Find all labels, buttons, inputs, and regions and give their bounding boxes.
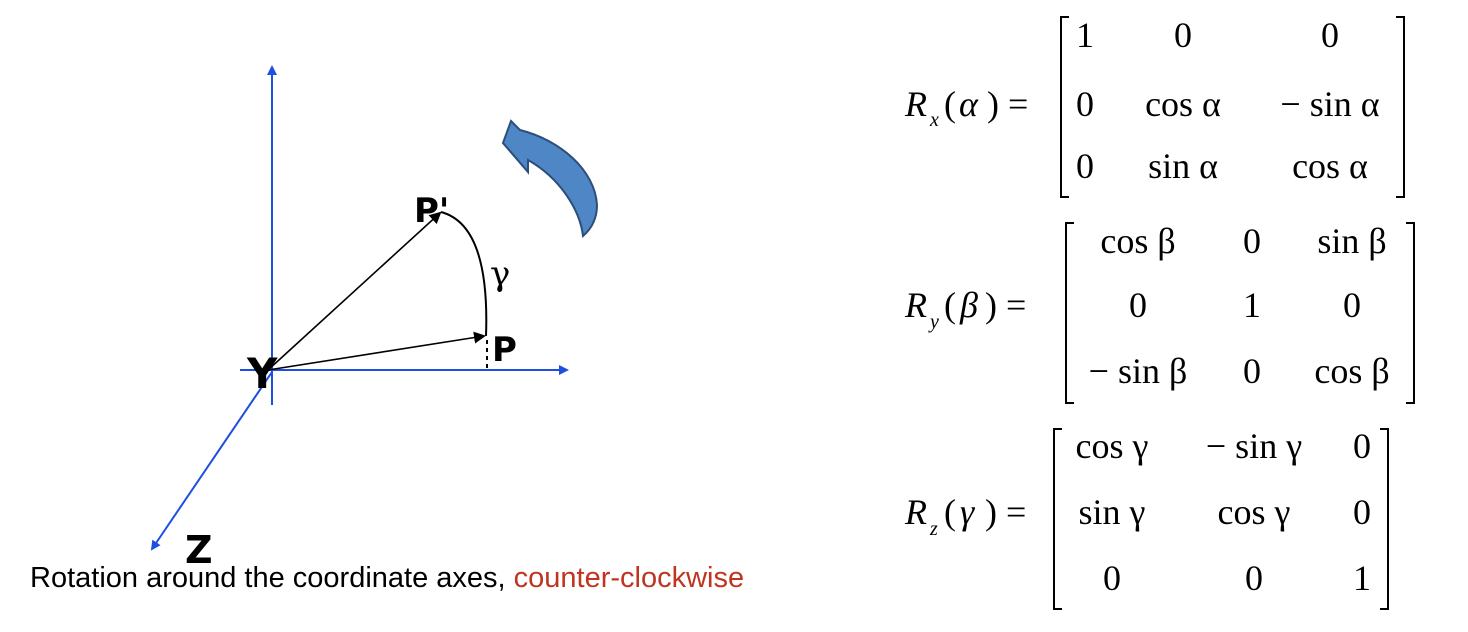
matrix-ry-cell: 0 [1243, 351, 1261, 391]
matrix-rz-right-bracket [1380, 428, 1389, 610]
matrix-rx-close-paren-equals: ) = [987, 84, 1028, 124]
matrix-rx-cell: sin α [1148, 146, 1218, 186]
matrix-ry-cell: 0 [1129, 285, 1147, 325]
caption-accent-text: counter-clockwise [513, 562, 745, 594]
matrix-rx-name: R [904, 84, 927, 124]
matrix-rz-cell: cos γ [1218, 492, 1291, 532]
matrix-rx-cell: 0 [1076, 146, 1094, 186]
matrix-ry-angle: β [959, 285, 978, 325]
matrix-ry-cell: cos β [1100, 221, 1175, 261]
matrix-rx-cell: 0 [1321, 15, 1339, 55]
point-label-p-prime: P' [414, 191, 449, 231]
matrix-rz-cell: cos γ [1076, 426, 1149, 466]
matrix-rz-cell: 0 [1245, 558, 1263, 598]
matrix-rx-cell: cos α [1292, 146, 1368, 186]
matrix-rz-angle: γ [960, 492, 975, 532]
matrix-rz-subscript: z [929, 518, 938, 540]
matrix-ry-cell: sin β [1317, 221, 1386, 261]
matrix-ry-cell: cos β [1314, 351, 1389, 391]
matrix-rx-cell: − sin α [1280, 84, 1379, 124]
matrix-rx-subscript: x [929, 109, 939, 131]
matrix-rx-open-paren: ( [944, 84, 956, 124]
matrix-rx-cell: 0 [1076, 84, 1094, 124]
matrix-rx-right-bracket [1396, 16, 1405, 198]
matrix-ry-name: R [904, 285, 927, 325]
caption: Rotation around the coordinate axes, cou… [30, 562, 744, 595]
matrix-rz-cell: 0 [1353, 492, 1371, 532]
origin-label-y: Y [246, 349, 278, 398]
matrix-ry-cell: 1 [1243, 285, 1261, 325]
matrix-rz-cell: sin γ [1079, 492, 1146, 532]
matrix-ry-cell: 0 [1243, 221, 1261, 261]
matrix-rz-cell: 0 [1103, 558, 1121, 598]
matrix-rz-open-paren: ( [944, 492, 956, 532]
matrix-ry-cell: − sin β [1089, 351, 1188, 391]
caption-main-text: Rotation around the coordinate axes, [30, 562, 514, 594]
matrix-ry-left-bracket [1065, 222, 1074, 404]
vector-p [267, 331, 486, 371]
matrix-rz-cell: 0 [1353, 426, 1371, 466]
matrix-rx-cell: 0 [1174, 15, 1192, 55]
rotation-arc [440, 211, 488, 337]
matrix-rz-close-paren-equals: ) = [985, 492, 1026, 532]
matrix-rz: R z ( γ ) = cos γ − sin γ 0 sin γ cos γ … [904, 426, 1389, 610]
matrix-ry-cell: 0 [1343, 285, 1361, 325]
matrix-rz-left-bracket [1053, 428, 1062, 610]
matrix-ry-right-bracket [1406, 222, 1415, 404]
matrix-rx-cell: cos α [1145, 84, 1221, 124]
matrix-rx: R x ( α ) = 1 0 0 0 cos α − sin α 0 sin … [904, 15, 1405, 198]
matrix-rz-cell: 1 [1353, 558, 1371, 598]
depth-axis-label-z: Z [185, 528, 213, 572]
vector-p-prime [267, 211, 442, 371]
depth-axis [150, 371, 273, 551]
matrix-rx-left-bracket [1060, 16, 1069, 198]
matrix-rx-angle: α [959, 84, 979, 124]
matrix-rz-cell: − sin γ [1206, 426, 1302, 466]
point-label-p: P [492, 330, 517, 370]
matrix-ry-open-paren: ( [944, 285, 956, 325]
matrix-ry-subscript: y [928, 311, 939, 333]
curved-rotation-arrow-icon [501, 119, 599, 238]
matrix-ry-close-paren-equals: ) = [985, 285, 1026, 325]
matrix-rz-name: R [904, 492, 927, 532]
matrix-ry: R y ( β ) = cos β 0 sin β 0 1 0 − sin β … [904, 221, 1415, 404]
matrix-rx-cell: 1 [1076, 15, 1094, 55]
angle-label-gamma: γ [490, 254, 510, 294]
